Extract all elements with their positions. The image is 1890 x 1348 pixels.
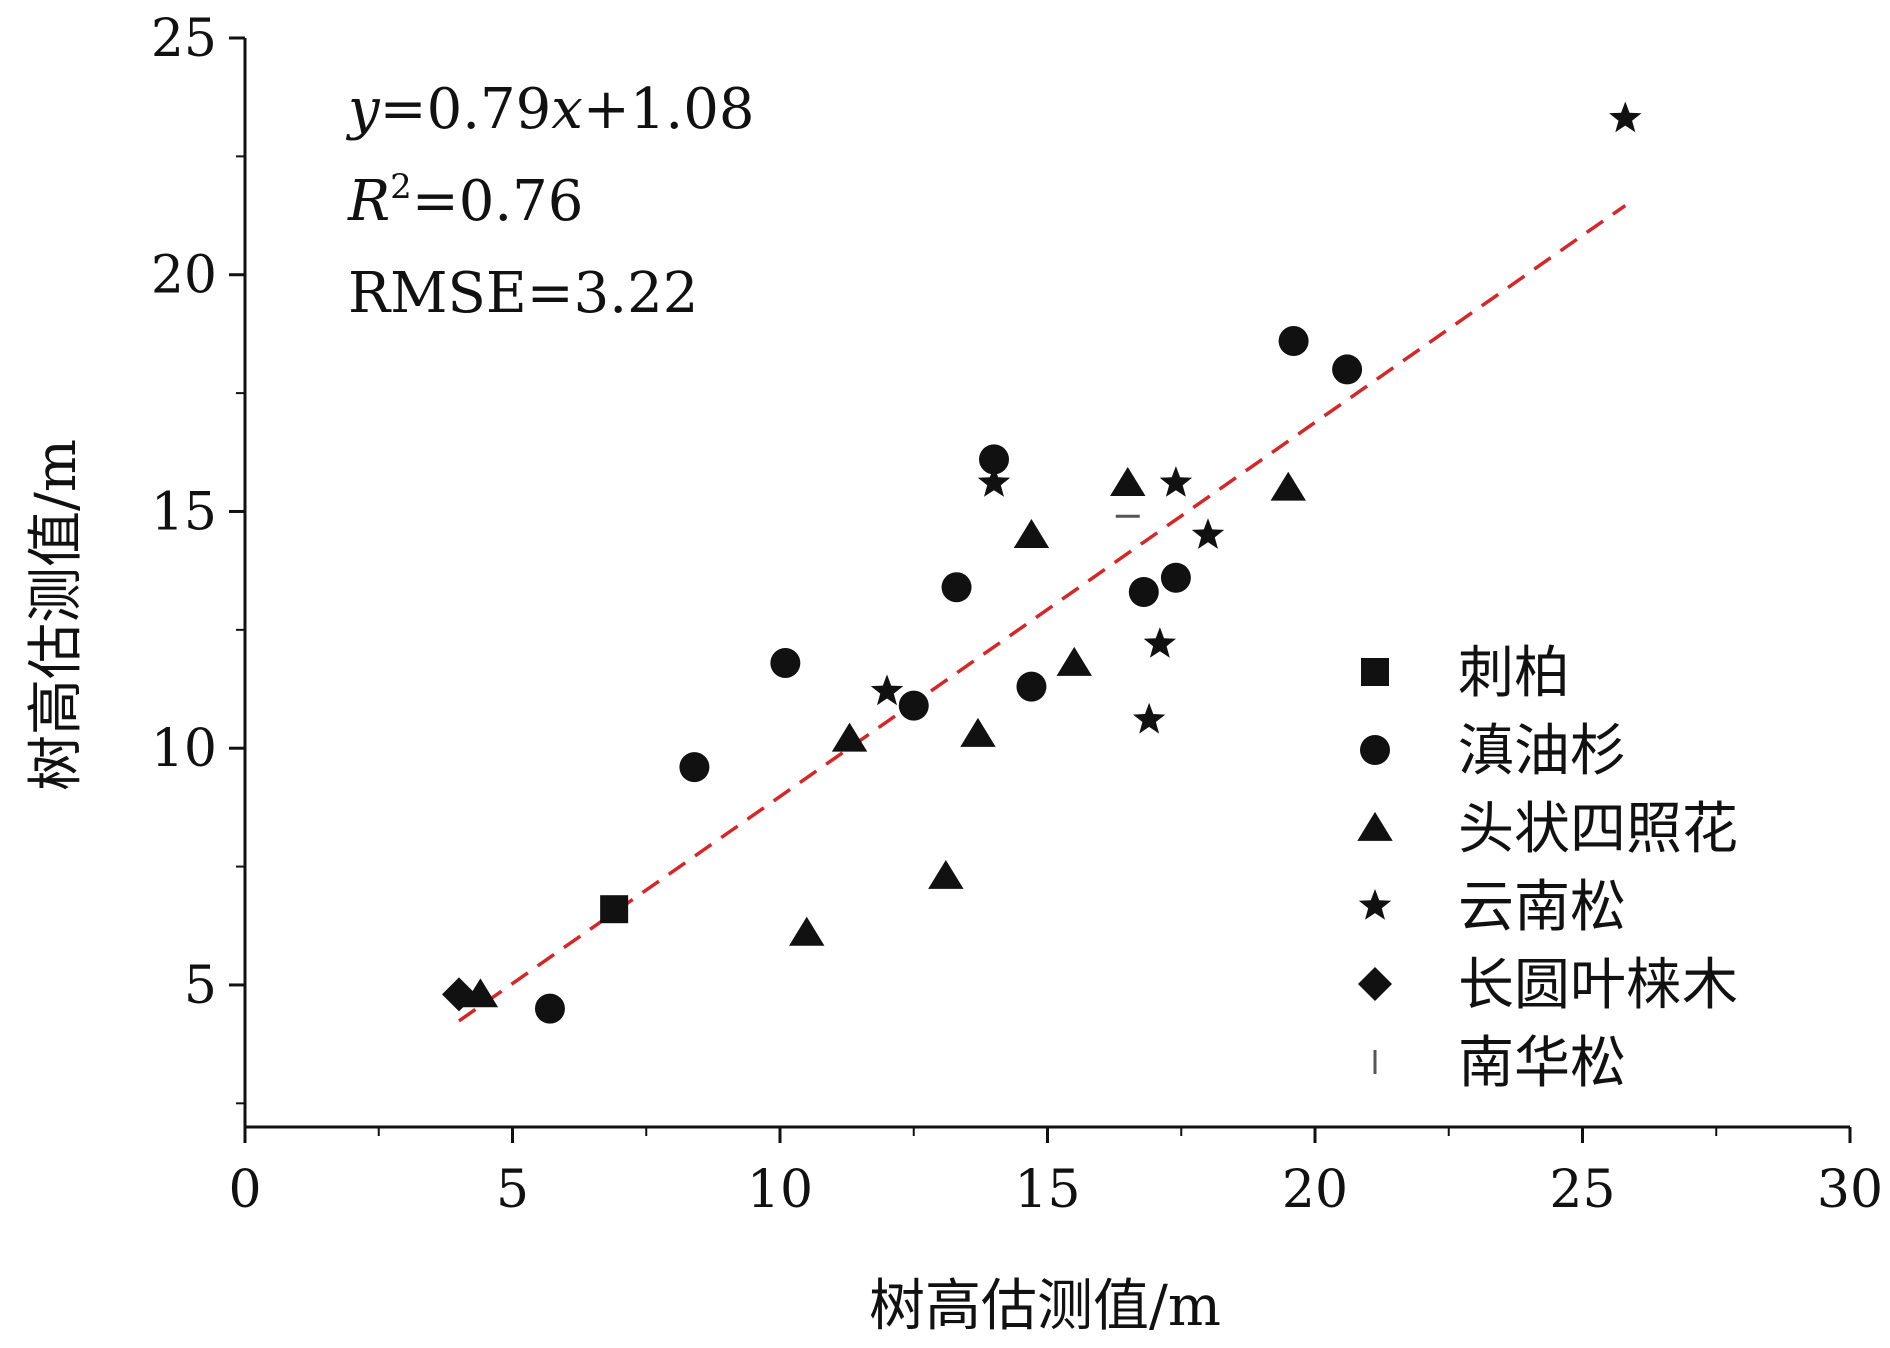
legend-label: 南华松 (1458, 1031, 1626, 1096)
data-point (1110, 466, 1146, 496)
data-point (1133, 702, 1166, 734)
data-point (979, 444, 1009, 475)
data-point (960, 717, 996, 747)
series-1 (600, 895, 629, 924)
data-point (1016, 671, 1047, 702)
legend-label: 头状四照花 (1458, 797, 1738, 862)
data-point (1278, 326, 1309, 357)
data-point (534, 993, 565, 1024)
data-point (1332, 354, 1363, 385)
fit-line (457, 204, 1627, 1023)
legend-marker (1358, 967, 1392, 1001)
x-tick-label: 25 (1549, 1160, 1615, 1220)
x-tick-label: 5 (496, 1160, 529, 1220)
data-point (928, 859, 964, 889)
x-tick-label: 15 (1014, 1160, 1080, 1220)
points-group (442, 101, 1642, 1024)
rmse-annotation: RMSE=3.22 (348, 261, 698, 326)
y-tick-label: 25 (151, 9, 217, 69)
data-point (898, 690, 929, 721)
series-3 (462, 466, 1306, 1008)
data-point (1143, 627, 1176, 658)
data-point (1128, 576, 1159, 607)
x-tick-label: 0 (228, 1160, 261, 1220)
data-point (600, 895, 629, 924)
data-point (831, 722, 868, 752)
data-point (1609, 101, 1642, 133)
y-tick-label: 10 (151, 719, 217, 779)
x-axis-title: 树高估测值/m (869, 1274, 1221, 1339)
legend-marker (1358, 889, 1392, 920)
y-tick-label: 5 (184, 956, 217, 1016)
fit-line-group (457, 204, 1627, 1023)
data-point (1160, 562, 1191, 593)
r2-rest: =0.76 (412, 169, 584, 234)
y-tick-label: 20 (151, 246, 217, 306)
series-2 (534, 326, 1363, 1024)
x-tick-label: 30 (1817, 1160, 1883, 1220)
legend-label: 长圆叶梾木 (1458, 953, 1738, 1018)
legend-marker (1361, 658, 1389, 686)
data-point (1191, 518, 1225, 549)
data-point (1013, 519, 1050, 549)
equation-y: y (345, 77, 381, 142)
legend-marker (1357, 811, 1393, 841)
data-point (679, 752, 710, 783)
legend-label: 云南松 (1458, 875, 1626, 940)
y-tick-label: 15 (151, 482, 217, 542)
data-point (1270, 471, 1306, 501)
data-point (870, 674, 904, 706)
r2-r: R (347, 169, 390, 234)
legend-label: 刺柏 (1458, 641, 1570, 706)
legend-marker (1360, 735, 1390, 765)
legend-label: 滇油杉 (1458, 719, 1626, 784)
series-4 (870, 101, 1642, 734)
r2-annotation: R2=0.76 (347, 167, 583, 234)
data-point (789, 916, 825, 946)
data-point (977, 466, 1011, 497)
equation-x: x (551, 77, 583, 142)
axes-group: 0 5 10 15 20 25 30 5 10 15 20 25 (151, 9, 1883, 1220)
r2-sup: 2 (390, 167, 412, 207)
data-point (1159, 466, 1193, 497)
data-point (442, 977, 476, 1012)
data-point (462, 978, 499, 1008)
equation-annotation: y=0.79x+1.08 (345, 77, 754, 142)
y-axis-title: 树高估测值/m (24, 439, 89, 791)
data-point (1056, 646, 1092, 676)
x-tick-label: 10 (747, 1160, 813, 1220)
data-point (941, 572, 972, 603)
equation-end: +1.08 (583, 77, 755, 142)
series-5 (442, 977, 476, 1012)
data-point (770, 647, 801, 678)
x-tick-label: 20 (1282, 1160, 1348, 1220)
equation-mid: =0.79 (380, 77, 552, 142)
